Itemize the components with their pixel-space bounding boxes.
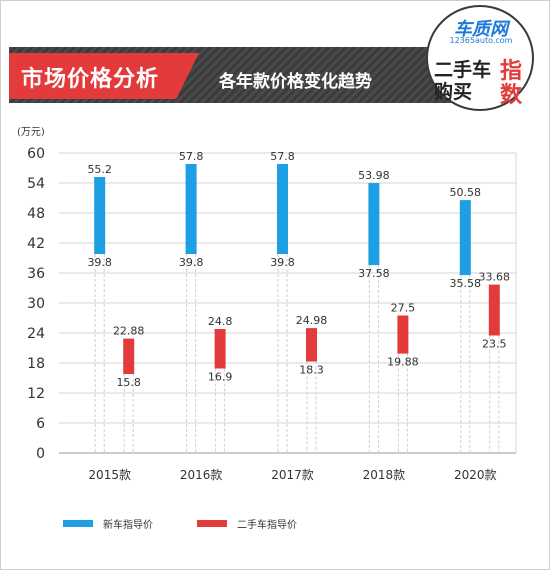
- data-label-high-1-0: 22.88: [113, 325, 145, 338]
- bar-new-0: [94, 177, 106, 254]
- data-label-high-1-2: 24.98: [296, 314, 328, 327]
- bar-used-0: [123, 338, 135, 374]
- data-label-high-0-4: 50.58: [450, 186, 482, 199]
- bar-used-2: [306, 328, 317, 362]
- logo-line-2: 购买: [434, 81, 473, 103]
- y-tick-label-30: 30: [27, 296, 45, 312]
- data-label-high-0-2: 57.8: [270, 150, 295, 163]
- data-label-low-1-2: 18.3: [299, 364, 324, 377]
- y-tick-label-0: 0: [36, 446, 45, 462]
- x-tick-label-4: 2020款: [454, 468, 497, 482]
- bar-used-3: [397, 315, 409, 354]
- bar-used-1: [214, 329, 226, 369]
- legend-label-0: 新车指导价: [103, 518, 153, 531]
- y-tick-label-60: 60: [27, 146, 45, 162]
- banner-red-tab: [9, 53, 199, 99]
- bar-used-4: [488, 284, 500, 336]
- data-label-low-0-4: 35.58: [450, 277, 482, 290]
- data-label-low-0-1: 39.8: [179, 256, 204, 269]
- data-label-low-0-0: 39.8: [87, 256, 112, 269]
- brand-logo: 车质网 12365auto.com 二手车 购买 指 数: [426, 5, 542, 115]
- logo-line-1: 二手车: [434, 59, 492, 81]
- logo-url-text: 12365auto.com: [449, 36, 513, 45]
- data-label-low-1-0: 15.8: [116, 376, 141, 389]
- data-label-high-0-1: 57.8: [179, 150, 204, 163]
- data-label-high-0-3: 53.98: [358, 169, 390, 182]
- logo-circle: [426, 5, 534, 111]
- header-banner: 市场价格分析 各年款价格变化趋势: [9, 47, 471, 103]
- x-tick-label-3: 2018款: [363, 468, 406, 482]
- data-label-low-1-3: 19.88: [387, 356, 419, 369]
- legend-label-1: 二手车指导价: [237, 518, 297, 531]
- page-title: 市场价格分析: [21, 67, 160, 92]
- bar-new-4: [459, 200, 471, 276]
- logo-accent-2: 数: [500, 83, 523, 108]
- y-tick-label-48: 48: [27, 206, 45, 222]
- bar-new-1: [185, 164, 197, 254]
- data-label-low-0-3: 37.58: [358, 267, 390, 280]
- logo-brand-text: 车质网: [454, 19, 508, 40]
- data-label-low-1-1: 16.9: [208, 371, 233, 384]
- legend-swatch-1: [197, 520, 227, 527]
- y-tick-label-18: 18: [27, 356, 45, 372]
- bar-new-2: [277, 164, 288, 254]
- page-subtitle: 各年款价格变化趋势: [219, 72, 372, 92]
- data-label-high-1-3: 27.5: [391, 302, 416, 315]
- y-tick-label-36: 36: [27, 266, 45, 282]
- x-tick-label-1: 2016款: [180, 468, 223, 482]
- y-axis-unit-label: (万元): [17, 127, 45, 138]
- bar-new-3: [368, 183, 380, 266]
- data-label-high-0-0: 55.2: [87, 163, 112, 176]
- y-tick-label-42: 42: [27, 236, 45, 252]
- data-label-high-1-1: 24.8: [208, 315, 233, 328]
- x-tick-label-0: 2015款: [88, 468, 131, 482]
- legend-swatch-0: [63, 520, 93, 527]
- data-label-high-1-4: 33.68: [479, 271, 511, 284]
- x-tick-label-2: 2017款: [271, 468, 314, 482]
- y-tick-label-24: 24: [27, 326, 45, 342]
- data-label-low-1-4: 23.5: [482, 338, 507, 351]
- y-tick-label-12: 12: [27, 386, 45, 402]
- logo-accent-1: 指: [500, 59, 523, 84]
- y-tick-label-6: 6: [36, 416, 45, 432]
- y-tick-label-54: 54: [27, 176, 45, 192]
- data-label-low-0-2: 39.8: [270, 256, 295, 269]
